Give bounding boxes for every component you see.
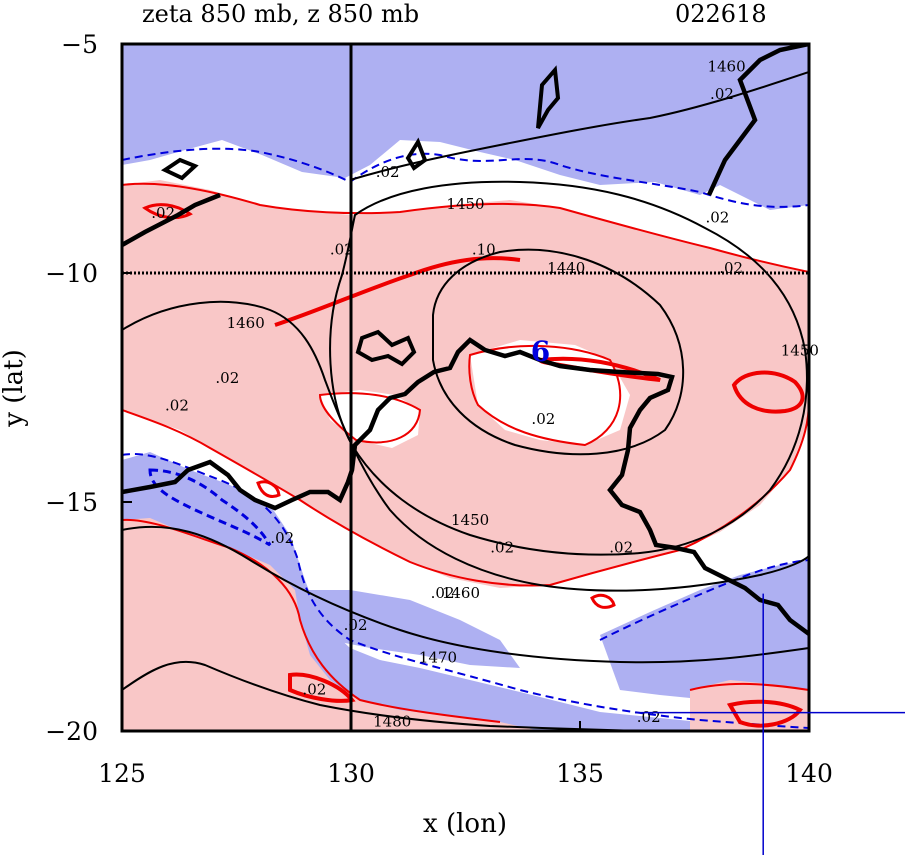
coastline-island-3 [405,137,428,171]
strong-positive-contour-7 [256,480,281,498]
vorticity-label-2: .02 [151,204,175,222]
plot-layer [122,44,809,731]
height-contour-1440 [432,248,685,456]
positive-vorticity-shading [122,180,809,731]
height-label-2: 1440 [547,259,585,277]
height-label-5: 1450 [451,511,489,529]
height-contour-1470 [122,525,809,664]
positive-contour-6 [318,392,422,444]
clear-southwest [320,390,420,448]
x-axis-ticks: 125 130 135 140 [98,721,833,788]
vorticity-label-6: .02 [719,259,743,277]
coastline-island-4 [355,329,417,367]
negative-shade-north [122,44,809,210]
negative-shade-band [300,590,520,668]
y-tick-label-0: −5 [61,30,98,59]
strong-positive-contour-1 [274,256,521,327]
vorticity-label-11: .02 [490,538,514,556]
height-label-6: 1460 [442,584,480,602]
height-label-3: 1460 [227,314,265,332]
clear-eye [470,340,630,445]
vorticity-label-12: .02 [609,538,633,556]
chart-title: zeta 850 mb, z 850 mb [142,0,419,28]
vorticity-label-1: .02 [376,163,400,181]
negative-contour-3 [599,559,809,641]
x-tick-label-0: 125 [98,759,146,788]
x-axis-label: x (lon) [423,809,507,839]
y-tick-label-2: −15 [45,488,98,517]
coastline-east [706,44,809,196]
positive-shade-southwest [122,518,540,731]
x-tick-label-2: 135 [556,759,604,788]
x-tick-label-3: 140 [785,759,833,788]
height-label-4: 1450 [781,341,819,359]
strong-positive-contour-5 [726,699,803,728]
positive-contour-4 [122,518,501,723]
y-axis-label: y (lat) [0,349,29,428]
strong-positive-contour-8 [590,593,616,609]
height-label-1: 1450 [446,195,484,213]
coastline-island-2 [160,157,199,181]
plot-frame [120,42,811,733]
vorticity-label-7: .02 [215,369,239,387]
vorticity-label-5: .02 [330,241,354,259]
positive-contour-5 [689,682,809,691]
vorticity-label-10: .02 [270,529,294,547]
positive-contour-1 [122,182,809,273]
height-contour-1480 [122,660,641,731]
vorticity-label-16: .02 [637,708,661,726]
coastline [122,44,809,636]
cyclone-symbol: 6 [531,335,550,368]
chart-date: 022618 [675,0,767,28]
coastline-main [122,337,809,636]
negative-contour-4 [148,468,272,547]
vorticity-label-14: .02 [344,616,368,634]
y-tick-label-3: −20 [45,717,98,746]
positive-shade-southeast [690,680,809,731]
vorticity-label-8: .02 [165,396,189,414]
positive-contour-3 [468,344,622,447]
height-contours [122,71,809,731]
y-tick-label-1: −10 [45,259,98,288]
vorticity-label-3: .02 [705,209,729,227]
height-label-8: 1480 [373,712,411,730]
height-labels-layer: 1460 1450 1440 1460 1450 1450 1460 1470 1480 [227,57,819,730]
y-axis-ticks: −5 −10 −15 −20 [45,30,132,746]
strong-positive-contour-3 [731,370,805,414]
height-label-0: 1460 [707,57,745,75]
vorticity-label-13: .02 [431,584,455,602]
positive-shade-main [122,180,809,588]
vorticity-label-15: .02 [302,680,326,698]
vorticity-label-9: .02 [531,410,555,428]
vorticity-label-0: .02 [710,85,734,103]
vorticity-label-4: .10 [472,241,496,259]
coastline-island-1 [536,65,561,129]
coastline-north [122,192,221,247]
x-tick-label-1: 130 [327,759,375,788]
negative-contour-2 [122,453,809,729]
height-label-7: 1470 [419,648,457,666]
strong-positive-contour-6 [142,203,193,220]
